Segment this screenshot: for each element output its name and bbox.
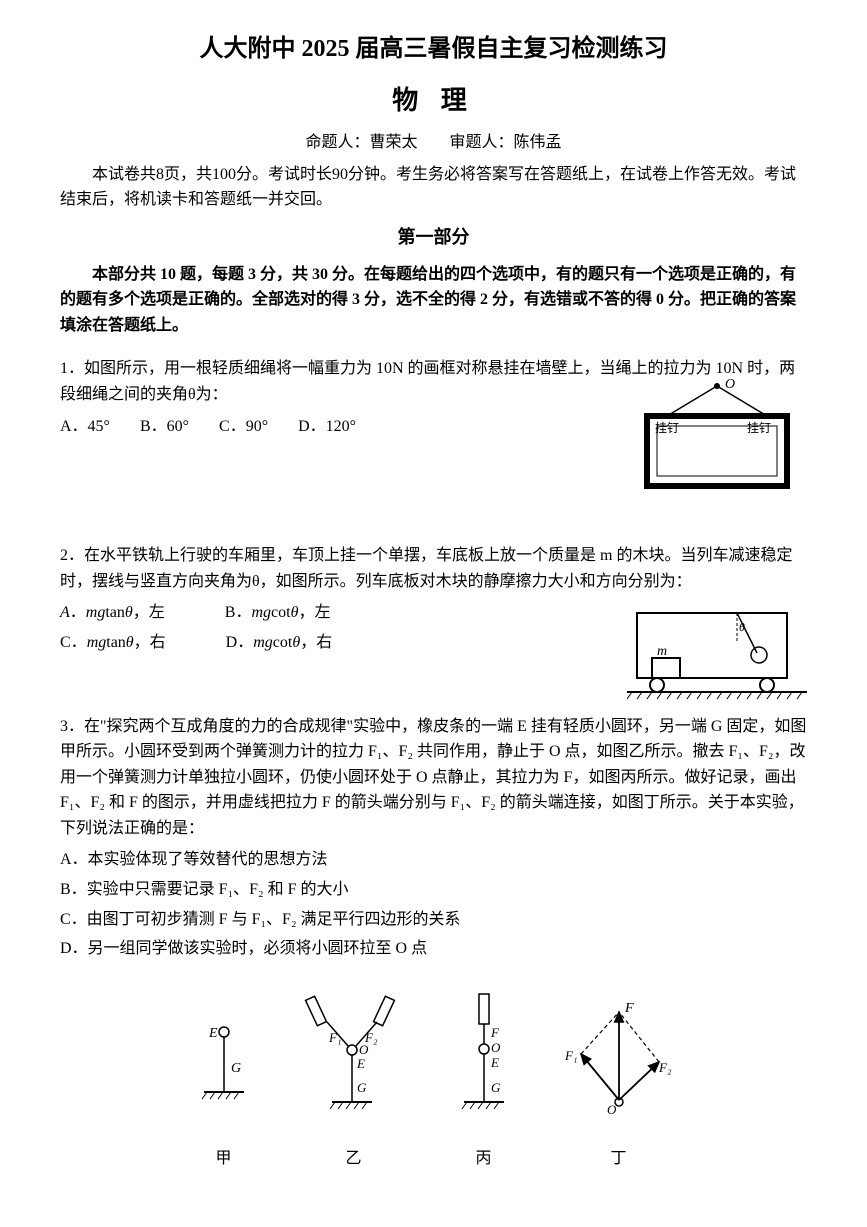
section-title: 第一部分 [60,223,807,252]
q1-option-a: A．45° [60,414,110,440]
svg-text:F₂: F₂ [658,1060,672,1075]
q2-options: A．mgtanθ，左 B．mgcotθ，左 C．mgtanθ，右 D．mgcot… [60,600,480,655]
q3-fig-bing: F O E G 丙 [449,992,519,1172]
svg-text:E: E [490,1055,499,1070]
q3-fig-yi: F₁ F₂ O E G 乙 [299,992,409,1172]
section-description: 本部分共 10 题，每题 3 分，共 30 分。在每题给出的四个选项中，有的题只… [60,262,807,339]
svg-text:F₁: F₁ [328,1030,341,1045]
q3-label-ding: 丁 [559,1146,679,1172]
q3-option-b: B．实验中只需要记录 F₁、F₂ 和 F 的大小 [60,877,807,903]
subject-title: 物 理 [60,80,807,122]
svg-text:G: G [357,1080,367,1095]
q1-O-label: O [725,377,735,392]
authors: 命题人：曹荣太 审题人：陈伟孟 [60,130,807,156]
q3-options: A．本实验体现了等效替代的思想方法 B．实验中只需要记录 F₁、F₂ 和 F 的… [60,847,807,961]
q2-option-b: B．mgcotθ，左 [225,600,331,626]
q2-option-c: C．mgtanθ，右 [60,630,166,656]
q1-option-b: B．60° [140,414,189,440]
q1-nail-left: 挂钉 [655,421,679,435]
q1-nail-right: 挂钉 [747,421,771,435]
q2-option-d: D．mgcotθ，右 [226,630,333,656]
q3-option-a: A．本实验体现了等效替代的思想方法 [60,847,807,873]
svg-text:E: E [356,1056,365,1071]
svg-text:F: F [624,1001,634,1016]
q3-fig-jia: E G 甲 [189,992,259,1172]
q2-theta: θ [739,620,745,634]
q3-text: 3．在"探究两个互成角度的力的合成规律"实验中，橡皮条的一端 E 挂有轻质小圆环… [60,714,807,842]
question-2: 2．在水平铁轨上行驶的车厢里，车顶上挂一个单摆，车底板上放一个质量是 m 的木块… [60,543,807,689]
q2-option-a: A．mgtanθ，左 [60,600,165,626]
q3-label-bing: 丙 [449,1146,519,1172]
q3-label-yi: 乙 [299,1146,409,1172]
q1-option-c: C．90° [219,414,268,440]
svg-text:O: O [491,1040,501,1055]
svg-text:G: G [231,1061,241,1076]
q3-label-jia: 甲 [189,1146,259,1172]
q3-option-d: D．另一组同学做该实验时，必须将小圆环拉至 O 点 [60,936,807,962]
svg-text:F: F [490,1025,500,1040]
q2-m-label: m [657,644,667,659]
question-3: 3．在"探究两个互成角度的力的合成规律"实验中，橡皮条的一端 E 挂有轻质小圆环… [60,714,807,1173]
q1-figure: O 挂钉 挂钉 [627,376,807,505]
svg-text:E: E [208,1026,218,1041]
svg-text:G: G [491,1080,501,1095]
question-1: 1．如图所示，用一根轻质细绳将一幅重力为 10N 的画框对称悬挂在墙壁上，当绳上… [60,356,807,519]
q3-figures: E G 甲 F₁ F₂ O [60,992,807,1172]
q2-figure: θ m [627,603,807,712]
q3-fig-ding: O F F₁ F₂ 丁 [559,992,679,1172]
svg-text:O: O [607,1102,617,1117]
svg-text:O: O [359,1042,369,1057]
svg-text:F₁: F₁ [564,1048,577,1063]
instructions: 本试卷共8页，共100分。考试时长90分钟。考生务必将答案写在答题纸上，在试卷上… [60,162,807,213]
q1-option-d: D．120° [298,414,356,440]
exam-title: 人大附中 2025 届高三暑假自主复习检测练习 [60,30,807,68]
q2-text: 2．在水平铁轨上行驶的车厢里，车顶上挂一个单摆，车底板上放一个质量是 m 的木块… [60,543,807,594]
q3-option-c: C．由图丁可初步猜测 F 与 F₁、F₂ 满足平行四边形的关系 [60,907,807,933]
